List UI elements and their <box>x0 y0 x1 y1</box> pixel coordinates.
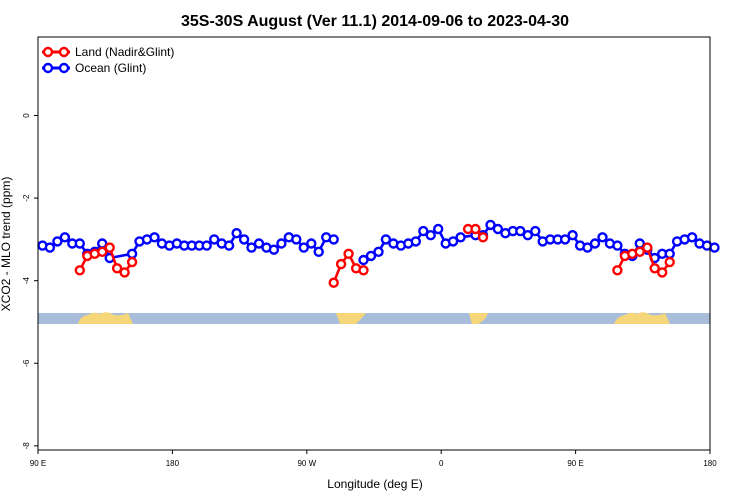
data-point <box>328 234 339 245</box>
data-point <box>709 242 720 253</box>
data-point <box>44 242 56 253</box>
data-point <box>477 232 489 243</box>
data-point <box>686 232 698 243</box>
africa-shape <box>469 313 488 324</box>
data-point <box>582 242 593 253</box>
x-axis-label: Longitude (deg E) <box>327 477 422 491</box>
data-point <box>657 267 668 278</box>
data-point <box>664 248 675 260</box>
x-tick-label: 90 E <box>30 459 46 468</box>
data-point <box>291 234 302 245</box>
series-land <box>74 223 675 288</box>
y-tick-label: -2 <box>22 194 31 202</box>
data-point <box>522 229 533 241</box>
data-point <box>208 234 220 245</box>
data-point <box>373 246 384 258</box>
data-point <box>238 234 250 245</box>
y-tick-label: -6 <box>22 359 31 367</box>
data-point <box>201 240 212 251</box>
y-axis-label: XCO2 - MLO trend (ppm) <box>0 177 13 312</box>
data-point <box>447 236 459 247</box>
data-point <box>328 277 339 288</box>
data-point <box>380 234 392 245</box>
australia-shape <box>78 312 133 324</box>
data-point <box>335 258 347 270</box>
data-point <box>597 232 608 243</box>
data-point <box>268 244 280 255</box>
legend-land-marker <box>42 46 54 58</box>
data-point <box>276 238 287 249</box>
data-point <box>634 246 645 258</box>
data-point <box>74 238 86 249</box>
data-point <box>343 248 354 260</box>
axis-ticks: 90 E 180 90 W 0 90 E 180 0 -2 -4 -6 -8 <box>22 113 717 468</box>
data-point <box>418 225 429 237</box>
data-point <box>470 223 481 235</box>
data-point <box>96 246 108 258</box>
data-point <box>358 254 369 266</box>
data-point <box>589 238 601 249</box>
data-point <box>559 234 571 245</box>
legend-ocean-marker <box>42 62 54 74</box>
data-point <box>298 242 309 253</box>
data-point <box>52 236 63 247</box>
data-point <box>119 267 130 278</box>
data-point <box>104 242 115 253</box>
x-tick-label: 180 <box>703 459 717 468</box>
data-point <box>612 265 623 276</box>
data-point <box>612 240 623 251</box>
y-tick-label: 0 <box>22 113 31 118</box>
data-point <box>223 240 235 251</box>
x-tick-label: 180 <box>166 459 180 468</box>
australia-shape-repeat <box>614 312 670 324</box>
legend-land-label: Land (Nadir&Glint) <box>75 45 174 59</box>
data-point <box>515 225 526 237</box>
y-tick-label: -8 <box>22 442 31 450</box>
legend-land-marker <box>58 46 70 58</box>
data-point <box>664 256 675 268</box>
data-point <box>126 248 138 260</box>
data-point <box>649 263 660 274</box>
data-point <box>485 219 496 231</box>
data-point <box>365 250 377 262</box>
legend-ocean-marker <box>58 62 70 74</box>
data-point <box>59 232 71 243</box>
x-tick-label: 0 <box>439 459 444 468</box>
data-point <box>149 232 160 243</box>
x-tick-label: 90 W <box>297 459 316 468</box>
legend-ocean-label: Ocean (Glint) <box>75 61 146 75</box>
data-point <box>455 232 466 243</box>
data-point <box>313 246 324 258</box>
data-point <box>306 238 317 249</box>
data-point <box>410 236 421 247</box>
y-tick-label: -4 <box>22 277 31 285</box>
data-point <box>530 225 541 237</box>
data-point <box>433 223 444 235</box>
data-point <box>74 265 86 276</box>
data-point <box>492 223 504 235</box>
legend: Land (Nadir&Glint) Ocean (Glint) <box>42 45 174 75</box>
series-ocean <box>37 219 720 266</box>
land-mask-strip <box>38 312 710 324</box>
data-point <box>253 238 265 249</box>
data-point <box>358 265 369 276</box>
data-point <box>425 229 436 241</box>
data-point <box>126 256 138 268</box>
plot-frame <box>37 36 711 451</box>
chart-title: 35S-30S August (Ver 11.1) 2014-09-06 to … <box>181 13 569 30</box>
data-point <box>642 242 653 253</box>
x-tick-label: 90 E <box>567 459 583 468</box>
data-point <box>246 242 257 253</box>
series-layer <box>37 219 720 288</box>
data-point <box>111 263 123 274</box>
south-america-shape <box>336 313 366 324</box>
data-point <box>231 227 242 239</box>
data-point <box>567 229 578 241</box>
ocean-band <box>38 313 710 324</box>
